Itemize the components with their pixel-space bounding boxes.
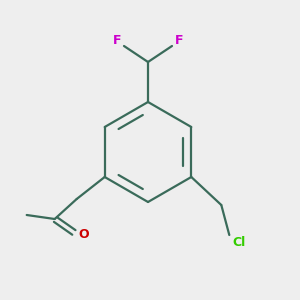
Text: F: F bbox=[113, 34, 121, 47]
Text: Cl: Cl bbox=[233, 236, 246, 250]
Text: F: F bbox=[175, 34, 183, 47]
Text: O: O bbox=[78, 229, 89, 242]
